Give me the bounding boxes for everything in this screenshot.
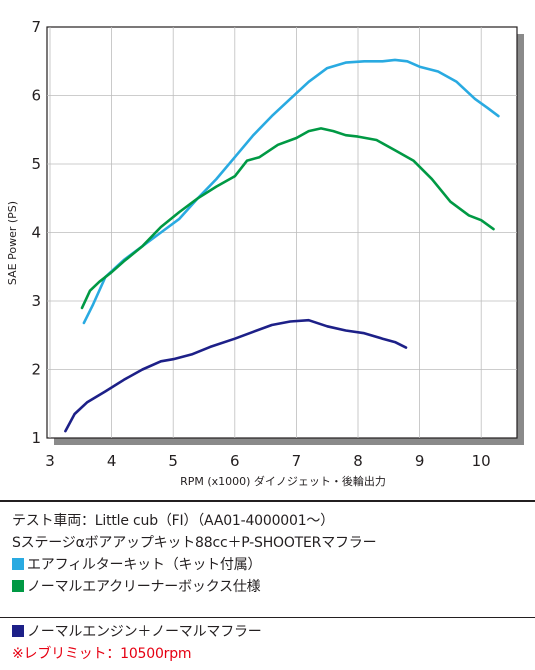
x-tick-label: 7 (292, 452, 302, 470)
y-tick-labels: 1 2 3 4 5 6 7 (31, 18, 41, 447)
y-tick-label: 1 (31, 429, 41, 447)
x-tick-label: 4 (107, 452, 117, 470)
x-tick-label: 8 (353, 452, 363, 470)
legend-label: ノーマルエンジン＋ノーマルマフラー (27, 624, 262, 640)
x-axis-title: RPM (x1000) ダイノジェット・後輪出力 (180, 474, 386, 488)
y-tick-label: 6 (31, 87, 41, 105)
legend-item-green: ノーマルエアクリーナーボックス仕様 (12, 578, 261, 596)
y-tick-label: 7 (31, 18, 41, 36)
kit-description-text: Sステージαボアアップキット88cc＋P-SHOOTERマフラー (12, 535, 377, 551)
legend-item-cyan: エアフィルターキット（キット付属） (12, 556, 262, 574)
test-vehicle-text: テスト車両：Little cub（FI）（AA01-4000001～） (12, 513, 335, 529)
y-tick-label: 2 (31, 361, 41, 379)
legend-label: ノーマルエアクリーナーボックス仕様 (27, 579, 261, 595)
info-panel: テスト車両：Little cub（FI）（AA01-4000001～） Sステー… (0, 500, 535, 670)
series-line-3 (64, 318, 408, 433)
y-tick-label: 4 (31, 224, 41, 242)
x-tick-label: 10 (472, 452, 491, 470)
series-line-2 (80, 127, 495, 310)
x-tick-label: 6 (230, 452, 240, 470)
x-tick-labels: 3 4 5 6 7 8 9 10 (45, 452, 491, 470)
power-chart: 3 4 5 6 7 8 9 10 1 2 3 4 5 6 7 RPM (x1000) ダイノジェット・後輪… (6, 18, 524, 488)
cyan-square-icon (12, 558, 24, 570)
green-square-icon (12, 580, 24, 592)
y-axis-title: SAE Power (PS) (6, 201, 19, 285)
series-group (64, 58, 500, 433)
rev-limit-text: ※レブリミット：10500rpm (12, 646, 192, 662)
x-tick-label: 3 (45, 452, 55, 470)
y-tick-label: 3 (31, 292, 41, 310)
legend-label: エアフィルターキット（キット付属） (27, 557, 262, 573)
navy-square-icon (12, 625, 24, 637)
grid-lines (47, 27, 517, 438)
divider (0, 617, 535, 618)
legend-item-navy: ノーマルエンジン＋ノーマルマフラー (12, 623, 262, 641)
x-tick-label: 9 (415, 452, 425, 470)
x-tick-label: 5 (168, 452, 178, 470)
y-tick-label: 5 (31, 155, 41, 173)
